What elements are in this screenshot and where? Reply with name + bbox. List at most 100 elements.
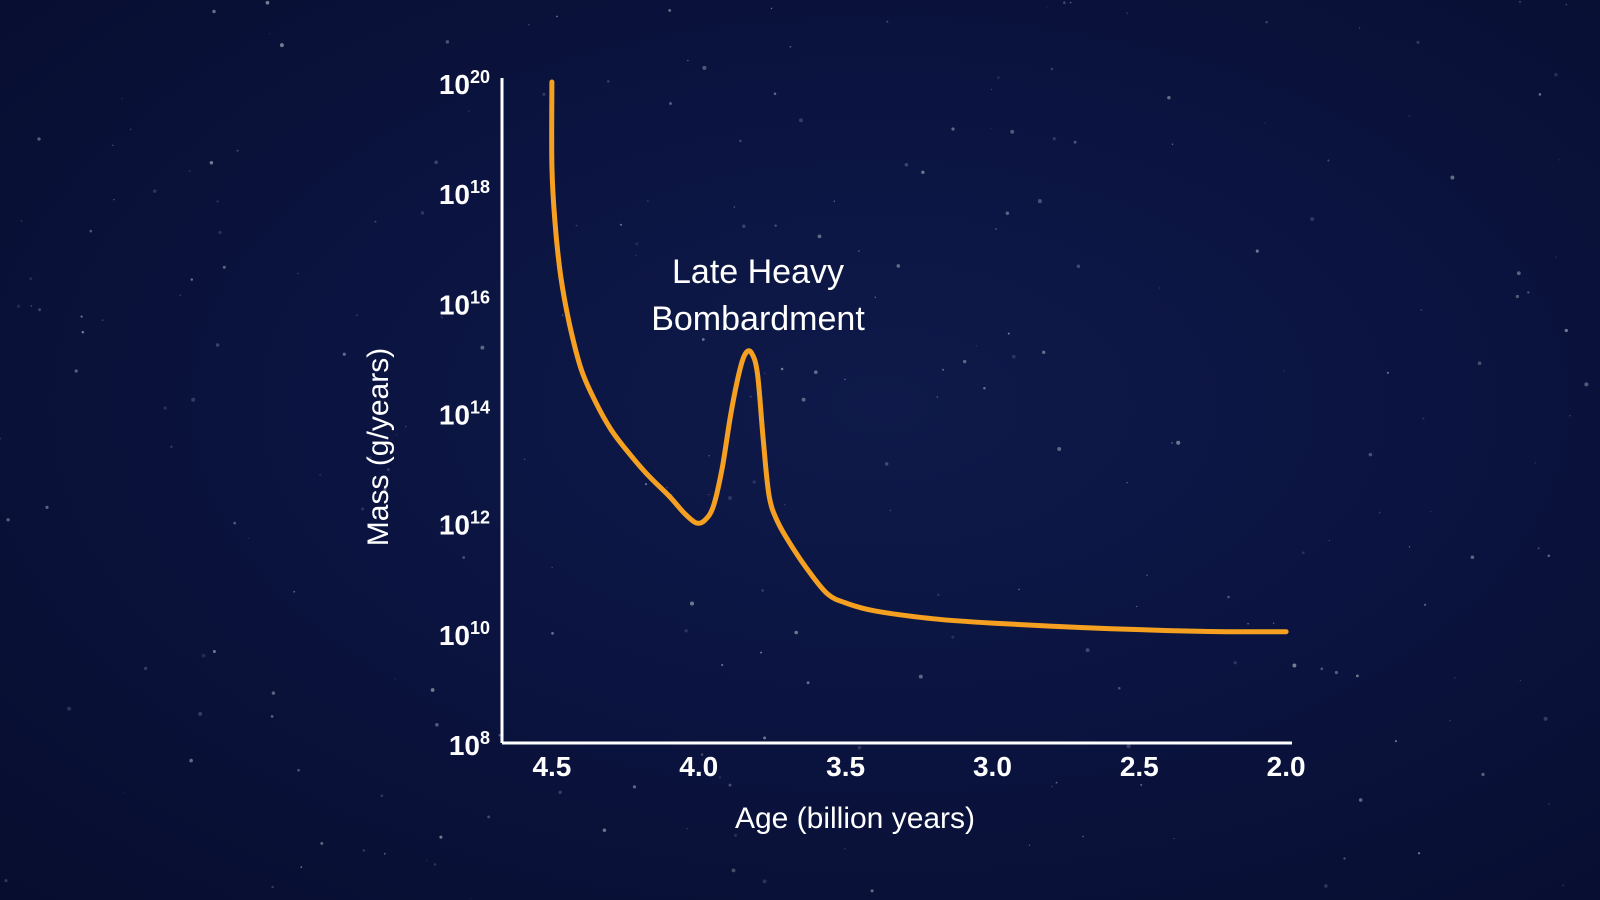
star-dot <box>1358 798 1363 802</box>
star-dot <box>774 224 777 227</box>
star-dot <box>728 783 732 787</box>
star-dot <box>1565 3 1568 6</box>
star-dot <box>122 792 125 794</box>
star-dot <box>426 860 428 862</box>
y-tick-label: 1018 <box>439 177 490 210</box>
star-dot <box>1171 442 1173 444</box>
star-dot <box>270 714 274 718</box>
star-dot <box>470 898 472 900</box>
star-dot <box>602 828 607 832</box>
star-dot <box>733 206 736 208</box>
star-dot <box>761 589 765 592</box>
star-dot <box>1055 781 1058 784</box>
x-tick-label: 2.0 <box>1267 751 1306 782</box>
star-dot <box>886 20 889 23</box>
star-dot <box>773 92 777 95</box>
star-dot <box>801 397 806 402</box>
annotation-bombardment: Bombardment <box>651 300 865 338</box>
star-dot <box>814 370 818 374</box>
star-dot <box>1515 294 1520 299</box>
star-dot <box>644 483 648 486</box>
star-dot <box>1537 547 1540 550</box>
star-dot <box>558 790 562 794</box>
star-dot <box>1042 350 1046 354</box>
star-dot <box>487 815 491 819</box>
star-dot <box>1518 0 1522 3</box>
x-tick-labels: 4.5 4.0 3.5 3.0 2.5 2.0 <box>532 751 1305 782</box>
star-dot <box>635 242 639 246</box>
star-dot <box>1292 663 1297 668</box>
star-dot <box>528 24 530 26</box>
star-dot <box>247 537 250 540</box>
x-tick-label: 3.5 <box>826 751 865 782</box>
star-dot <box>798 118 803 123</box>
star-dot <box>739 139 742 143</box>
y-tick-label: 1014 <box>439 398 490 431</box>
star-dot <box>937 593 940 597</box>
star-dot <box>1050 67 1054 71</box>
y-tick-label: 1016 <box>439 287 490 320</box>
star-dot <box>1562 884 1565 887</box>
star-dot <box>1334 670 1338 675</box>
star-dot <box>405 426 407 428</box>
star-dot <box>362 849 365 852</box>
star-dot <box>606 80 610 83</box>
star-dot <box>67 706 72 711</box>
annotation-late-heavy: Late Heavy <box>672 253 844 291</box>
star-dot <box>101 319 104 321</box>
star-dot <box>794 630 798 635</box>
star-dot <box>386 468 390 472</box>
star-dot <box>435 723 439 727</box>
star-dot <box>1408 546 1411 548</box>
star-dot <box>1073 140 1077 144</box>
star-dot <box>29 277 33 281</box>
star-dot <box>297 768 300 772</box>
star-dot <box>1126 12 1128 14</box>
star-dot <box>857 758 860 761</box>
star-dot <box>556 15 558 18</box>
star-dot <box>383 852 386 855</box>
star-dot <box>874 296 877 299</box>
star-dot <box>271 691 276 695</box>
star-dot <box>319 473 322 476</box>
star-dot <box>896 264 901 268</box>
star-dot <box>441 526 443 528</box>
star-dot <box>620 223 622 226</box>
y-axis-title: Mass (g/years) <box>362 348 395 546</box>
star-dot <box>190 278 193 281</box>
star-dot <box>1310 216 1315 222</box>
star-dot <box>1010 129 1015 134</box>
star-dot <box>1283 370 1285 372</box>
star-dot <box>889 509 891 512</box>
star-dot <box>37 137 41 141</box>
star-dot <box>687 59 689 62</box>
star-dot <box>265 0 270 5</box>
star-dot <box>4 879 8 883</box>
star-dot <box>1233 661 1237 665</box>
star-dot <box>983 387 986 390</box>
star-dot <box>817 234 822 239</box>
star-dot <box>1429 510 1432 513</box>
x-tick-label: 2.5 <box>1120 751 1159 782</box>
y-tick-label: 1020 <box>439 67 490 100</box>
star-dot <box>1420 309 1423 311</box>
star-dot <box>129 128 132 131</box>
star-dot <box>646 199 649 203</box>
star-dot <box>1301 551 1305 555</box>
star-dot <box>1538 93 1542 96</box>
star-dot <box>269 33 271 35</box>
star-dot <box>1547 554 1551 558</box>
star-dot <box>668 8 672 12</box>
star-dot <box>1082 835 1084 838</box>
star-dot <box>562 314 564 316</box>
star-dot <box>498 733 502 737</box>
star-dot <box>1394 739 1398 743</box>
star-dot <box>689 601 695 606</box>
star-dot <box>163 406 167 410</box>
star-dot <box>89 229 93 233</box>
star-dot <box>721 663 724 667</box>
star-dot <box>1085 648 1090 653</box>
star-dot <box>997 76 1000 79</box>
star-dot <box>1554 72 1558 77</box>
